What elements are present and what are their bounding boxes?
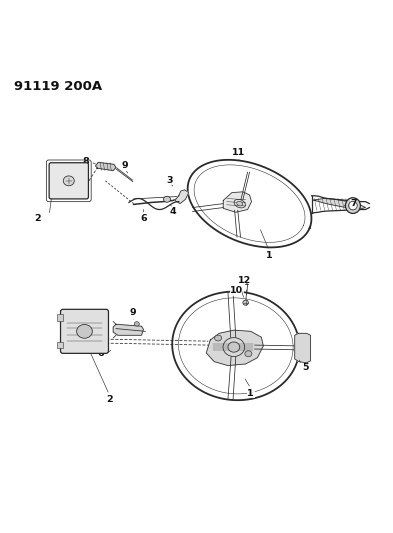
FancyBboxPatch shape [57, 342, 63, 348]
Text: 11: 11 [232, 148, 246, 157]
Polygon shape [206, 330, 263, 366]
Ellipse shape [134, 322, 139, 326]
Text: 8: 8 [75, 310, 82, 319]
Ellipse shape [228, 342, 240, 352]
Text: 4: 4 [170, 207, 176, 216]
Text: 2: 2 [34, 214, 40, 223]
Polygon shape [223, 192, 252, 212]
Text: 7: 7 [351, 199, 357, 208]
Text: 9: 9 [130, 309, 136, 317]
Text: 6: 6 [97, 349, 103, 358]
Text: 2: 2 [106, 395, 112, 404]
Text: 91119 200A: 91119 200A [14, 80, 102, 93]
Ellipse shape [215, 335, 222, 341]
Ellipse shape [77, 325, 92, 338]
Text: 6: 6 [140, 214, 147, 223]
Text: 9: 9 [122, 161, 128, 170]
Polygon shape [175, 190, 189, 204]
Text: 10: 10 [230, 286, 243, 295]
Ellipse shape [243, 300, 248, 305]
Ellipse shape [245, 351, 252, 357]
FancyBboxPatch shape [61, 309, 108, 353]
Polygon shape [295, 333, 310, 363]
FancyBboxPatch shape [57, 314, 63, 321]
Polygon shape [314, 198, 365, 209]
Text: 8: 8 [82, 157, 89, 166]
FancyBboxPatch shape [49, 163, 88, 199]
Text: 12: 12 [238, 276, 251, 285]
Text: 3: 3 [167, 175, 173, 184]
Ellipse shape [163, 196, 171, 202]
Polygon shape [95, 163, 116, 171]
Text: 5: 5 [303, 363, 309, 372]
Ellipse shape [237, 201, 243, 206]
Text: 1: 1 [248, 389, 254, 398]
Polygon shape [113, 324, 143, 335]
Text: 1: 1 [266, 251, 272, 260]
Ellipse shape [63, 176, 74, 185]
Ellipse shape [345, 198, 360, 213]
